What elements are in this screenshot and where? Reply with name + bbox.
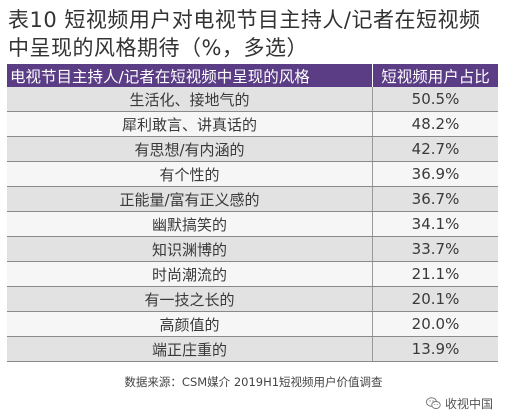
row-style: 高颜值的 (7, 311, 373, 337)
row-style: 幽默搞笑的 (7, 211, 373, 237)
wechat-icon (426, 397, 441, 409)
table-row: 犀利敢言、讲真话的 48.2% (7, 111, 498, 137)
table-title: 表10 短视频用户对电视节目主持人/记者在短视频中呈现的风格期待（%，多选） (8, 8, 481, 60)
row-value: 20.1% (372, 286, 498, 312)
row-value: 13.9% (372, 336, 498, 362)
table-row: 端正庄重的 13.9% (7, 336, 498, 362)
table-header-row: 电视节目主持人/记者在短视频中呈现的风格 短视频用户占比 (7, 64, 498, 87)
table-row: 有一技之长的 20.1% (7, 286, 498, 312)
table-row: 正能量/富有正义感的 36.7% (7, 186, 498, 212)
row-value: 34.1% (372, 211, 498, 237)
data-table-container: 电视节目主持人/记者在短视频中呈现的风格 短视频用户占比 生活化、接地气的 50… (7, 64, 498, 362)
row-style: 时尚潮流的 (7, 261, 373, 287)
row-value: 42.7% (372, 136, 498, 162)
data-source-note: 数据来源：CSM媒介 2019H1短视频用户价值调查 (124, 375, 383, 389)
row-value: 50.5% (372, 87, 498, 112)
table-row: 生活化、接地气的 50.5% (7, 87, 498, 112)
row-style: 有思想/有内涵的 (7, 136, 373, 162)
table-row: 时尚潮流的 21.1% (7, 261, 498, 287)
row-value: 48.2% (372, 111, 498, 137)
row-value: 33.7% (372, 236, 498, 262)
row-style: 知识渊博的 (7, 236, 373, 262)
data-table: 电视节目主持人/记者在短视频中呈现的风格 短视频用户占比 生活化、接地气的 50… (7, 64, 498, 362)
header-share: 短视频用户占比 (372, 64, 498, 87)
table-row: 知识渊博的 33.7% (7, 236, 498, 262)
row-style: 生活化、接地气的 (7, 87, 373, 112)
row-style: 正能量/富有正义感的 (7, 186, 373, 212)
table-row: 有个性的 36.9% (7, 161, 498, 187)
table-row: 有思想/有内涵的 42.7% (7, 136, 498, 162)
row-value: 36.7% (372, 186, 498, 212)
row-value: 36.9% (372, 161, 498, 187)
row-value: 21.1% (372, 261, 498, 287)
row-style: 有一技之长的 (7, 286, 373, 312)
row-style: 有个性的 (7, 161, 373, 187)
table-row: 幽默搞笑的 34.1% (7, 211, 498, 237)
row-style: 端正庄重的 (7, 336, 373, 362)
watermark: 收视中国 (426, 395, 493, 412)
watermark-text: 收视中国 (444, 397, 493, 411)
row-value: 20.0% (372, 311, 498, 337)
table-row: 高颜值的 20.0% (7, 311, 498, 337)
header-style: 电视节目主持人/记者在短视频中呈现的风格 (7, 64, 373, 87)
row-style: 犀利敢言、讲真话的 (7, 111, 373, 137)
